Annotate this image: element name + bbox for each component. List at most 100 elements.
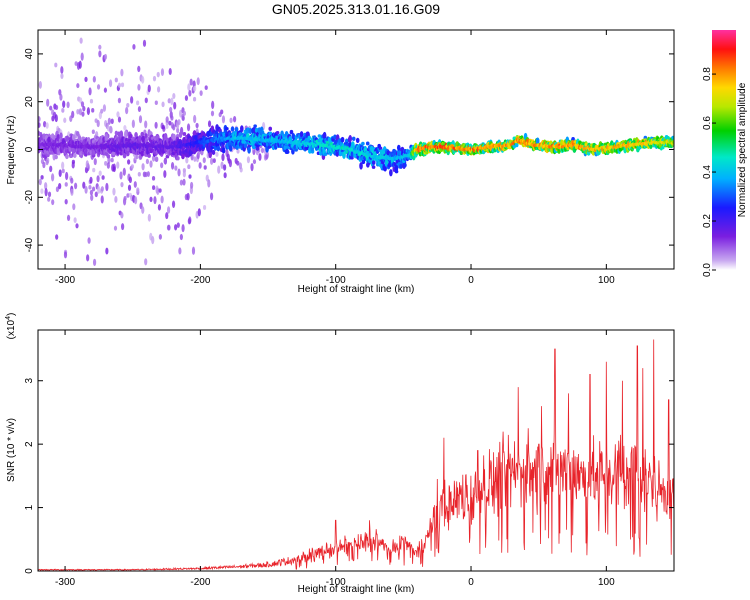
heatmap-cell bbox=[174, 224, 178, 231]
heatmap-cell bbox=[73, 152, 77, 158]
heatmap-cell bbox=[396, 144, 401, 151]
heatmap-cell bbox=[285, 150, 290, 154]
colorbar-tick-label: 0.4 bbox=[702, 165, 713, 179]
heatmap-cell bbox=[217, 165, 221, 174]
heatmap-cell bbox=[172, 133, 176, 141]
heatmap-cell bbox=[158, 188, 162, 193]
snr-multiplier-base: (x10 bbox=[6, 319, 17, 339]
heatmap-cell bbox=[100, 108, 104, 114]
heatmap-cell bbox=[221, 115, 226, 124]
heatmap-cell bbox=[160, 195, 164, 204]
colorbar-tick-label: 0.2 bbox=[702, 214, 713, 228]
heatmap-cell bbox=[170, 97, 174, 106]
heatmap-cell bbox=[58, 169, 62, 177]
heatmap-cell bbox=[65, 154, 69, 160]
heatmap-cell bbox=[130, 164, 134, 169]
heatmap-cell bbox=[333, 134, 337, 140]
heatmap-cell bbox=[72, 203, 76, 211]
heatmap-cell bbox=[186, 123, 191, 132]
heatmap-cell bbox=[63, 117, 67, 123]
heatmap-cell bbox=[104, 160, 108, 166]
heatmap-cell bbox=[232, 115, 237, 123]
heatmap-cell bbox=[236, 148, 240, 154]
heatmap-cell bbox=[128, 134, 133, 139]
heatmap-cell bbox=[69, 154, 74, 159]
heatmap-cell bbox=[210, 110, 215, 117]
heatmap-cell bbox=[208, 151, 212, 159]
heatmap-cell bbox=[89, 189, 94, 196]
heatmap-cell bbox=[93, 158, 97, 166]
heatmap-cell bbox=[92, 75, 96, 83]
heatmap-cell bbox=[163, 158, 167, 164]
heatmap-cell bbox=[49, 105, 53, 111]
heatmap-cell bbox=[40, 175, 44, 180]
heatmap-cell bbox=[141, 75, 145, 84]
snr-multiplier-exp: 4 bbox=[5, 316, 12, 320]
y-tick-label: 0 bbox=[24, 568, 35, 574]
heatmap-cell bbox=[225, 127, 229, 131]
spectrogram-x-label: Height of straight line (km) bbox=[298, 284, 415, 295]
heatmap-cell bbox=[88, 185, 92, 190]
heatmap-cell bbox=[177, 119, 181, 126]
heatmap-cell bbox=[51, 199, 55, 206]
heatmap-cell bbox=[403, 162, 407, 168]
heatmap-cell bbox=[168, 120, 172, 126]
heatmap-cell bbox=[120, 82, 125, 88]
heatmap-cell bbox=[116, 111, 120, 118]
heatmap-cell bbox=[141, 163, 145, 171]
heatmap-cell bbox=[98, 50, 102, 58]
heatmap-cell bbox=[136, 100, 140, 106]
heatmap-cell bbox=[66, 214, 71, 222]
heatmap-cell bbox=[120, 212, 124, 219]
heatmap-cell bbox=[147, 153, 151, 158]
heatmap-cell bbox=[60, 66, 64, 74]
heatmap-cell bbox=[182, 170, 186, 178]
heatmap-cell bbox=[323, 152, 328, 156]
heatmap-cell bbox=[74, 61, 78, 66]
heatmap-cell bbox=[247, 146, 251, 154]
heatmap-cell bbox=[80, 101, 85, 108]
y-tick-label: 1 bbox=[24, 504, 35, 510]
heatmap-cell bbox=[173, 101, 177, 110]
x-tick-label: 100 bbox=[598, 577, 615, 588]
heatmap-cell bbox=[62, 100, 66, 109]
heatmap-cell bbox=[327, 136, 332, 143]
heatmap-cell bbox=[251, 144, 256, 150]
heatmap-cell bbox=[355, 137, 360, 144]
x-tick-label: 100 bbox=[598, 275, 615, 286]
heatmap-cell bbox=[59, 132, 63, 140]
heatmap-cell bbox=[154, 156, 159, 163]
heatmap-cell bbox=[275, 131, 280, 135]
heatmap-cell bbox=[123, 125, 127, 131]
heatmap-cell bbox=[98, 170, 102, 177]
heatmap-cell bbox=[156, 71, 160, 78]
heatmap-cell bbox=[120, 68, 124, 77]
heatmap-cell bbox=[194, 134, 199, 141]
heatmap-cell bbox=[123, 195, 127, 201]
x-tick-label: -100 bbox=[326, 577, 346, 588]
heatmap-cell bbox=[181, 224, 185, 233]
heatmap-cell bbox=[102, 104, 107, 112]
heatmap-cell bbox=[234, 126, 239, 132]
heatmap-cell bbox=[45, 159, 49, 166]
heatmap-cell bbox=[167, 224, 171, 231]
colorbar-ticks: 0.0 0.2 0.4 0.6 0.8 bbox=[702, 67, 716, 277]
heatmap-cell bbox=[82, 105, 86, 112]
heatmap-cell bbox=[79, 37, 83, 44]
heatmap-cell bbox=[144, 258, 148, 266]
heatmap-cell bbox=[66, 101, 70, 109]
heatmap-cell bbox=[188, 174, 192, 179]
heatmap-cell bbox=[174, 165, 178, 171]
heatmap-cell bbox=[105, 247, 109, 255]
heatmap-cell bbox=[88, 87, 92, 96]
heatmap-cell bbox=[202, 205, 207, 210]
heatmap-cell bbox=[229, 117, 233, 123]
heatmap-cell bbox=[80, 52, 84, 61]
snr-multiplier: (x104) bbox=[5, 313, 17, 340]
heatmap-cell bbox=[119, 130, 124, 138]
snr-background bbox=[38, 330, 674, 571]
heatmap-cell bbox=[185, 157, 189, 164]
heatmap-cell bbox=[110, 157, 114, 163]
heatmap-cell bbox=[165, 212, 169, 220]
heatmap-cell bbox=[223, 164, 227, 171]
